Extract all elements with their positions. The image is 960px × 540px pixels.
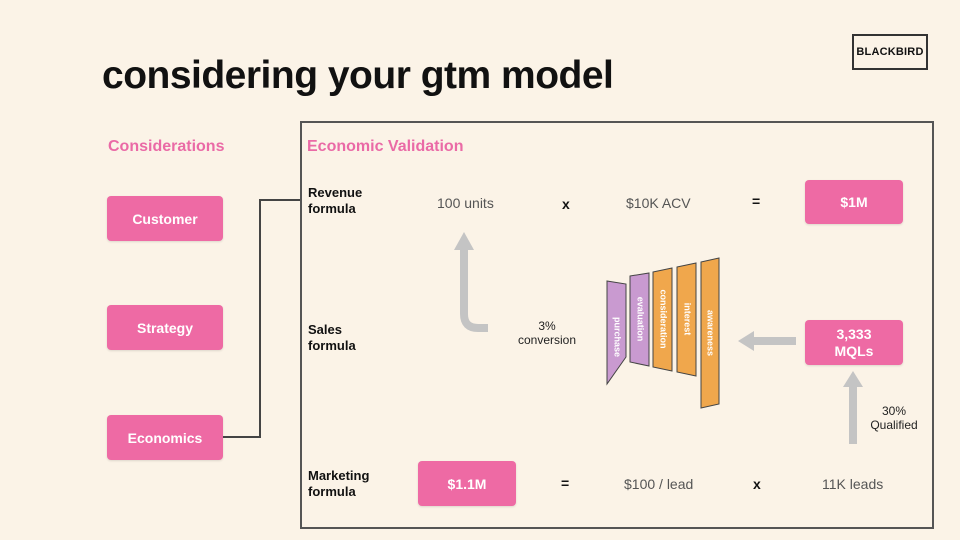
cost-per-lead: $100 / lead [624,476,694,492]
considerations-heading: Considerations [108,138,225,155]
funnel-bar-consideration [652,267,673,372]
mqls-box: 3,333 MQLs [805,320,903,365]
curved-arrow-up-icon [454,232,488,332]
marketing-formula-label: Marketing formula [308,468,370,499]
revenue-formula-label: Revenue formula [308,185,363,216]
sales-formula-label: Sales formula [308,322,356,353]
page-title: considering your gtm model [102,54,614,97]
sales-funnel: purchase evaluation consideration intere… [606,257,720,409]
economic-validation-panel [300,121,934,529]
funnel-bar-evaluation [629,272,650,367]
marketing-result-box: $1.1M [418,461,516,506]
revenue-result-box: $1M [805,180,903,224]
funnel-label-interest: interest [683,303,693,336]
revenue-units: 100 units [437,195,494,211]
funnel-bar-purchase [606,280,627,386]
funnel-label-awareness: awareness [706,310,716,356]
marketing-equals-sign: = [561,475,570,491]
marketing-times-sign: x [753,476,761,492]
leads-count: 11K leads [822,476,884,492]
revenue-times-sign: x [562,196,570,212]
strategy-button[interactable]: Strategy [107,305,223,350]
funnel-label-consideration: consideration [659,289,669,348]
blackbird-logo: BLACKBIRD [852,34,928,70]
revenue-acv: $10K ACV [626,195,691,211]
economics-button[interactable]: Economics [107,415,223,460]
conversion-label: 3% conversion [517,319,577,347]
funnel-bar-awareness [700,257,720,409]
qualified-label: 30% Qualified [870,404,918,432]
arrow-up-icon [843,371,863,444]
arrow-left-icon [738,331,796,351]
funnel-bar-interest [676,262,697,377]
customer-button[interactable]: Customer [107,196,223,241]
economic-validation-heading: Economic Validation [307,138,464,155]
funnel-label-evaluation: evaluation [636,297,646,342]
funnel-label-purchase: purchase [613,317,623,357]
revenue-equals-sign: = [752,193,761,209]
